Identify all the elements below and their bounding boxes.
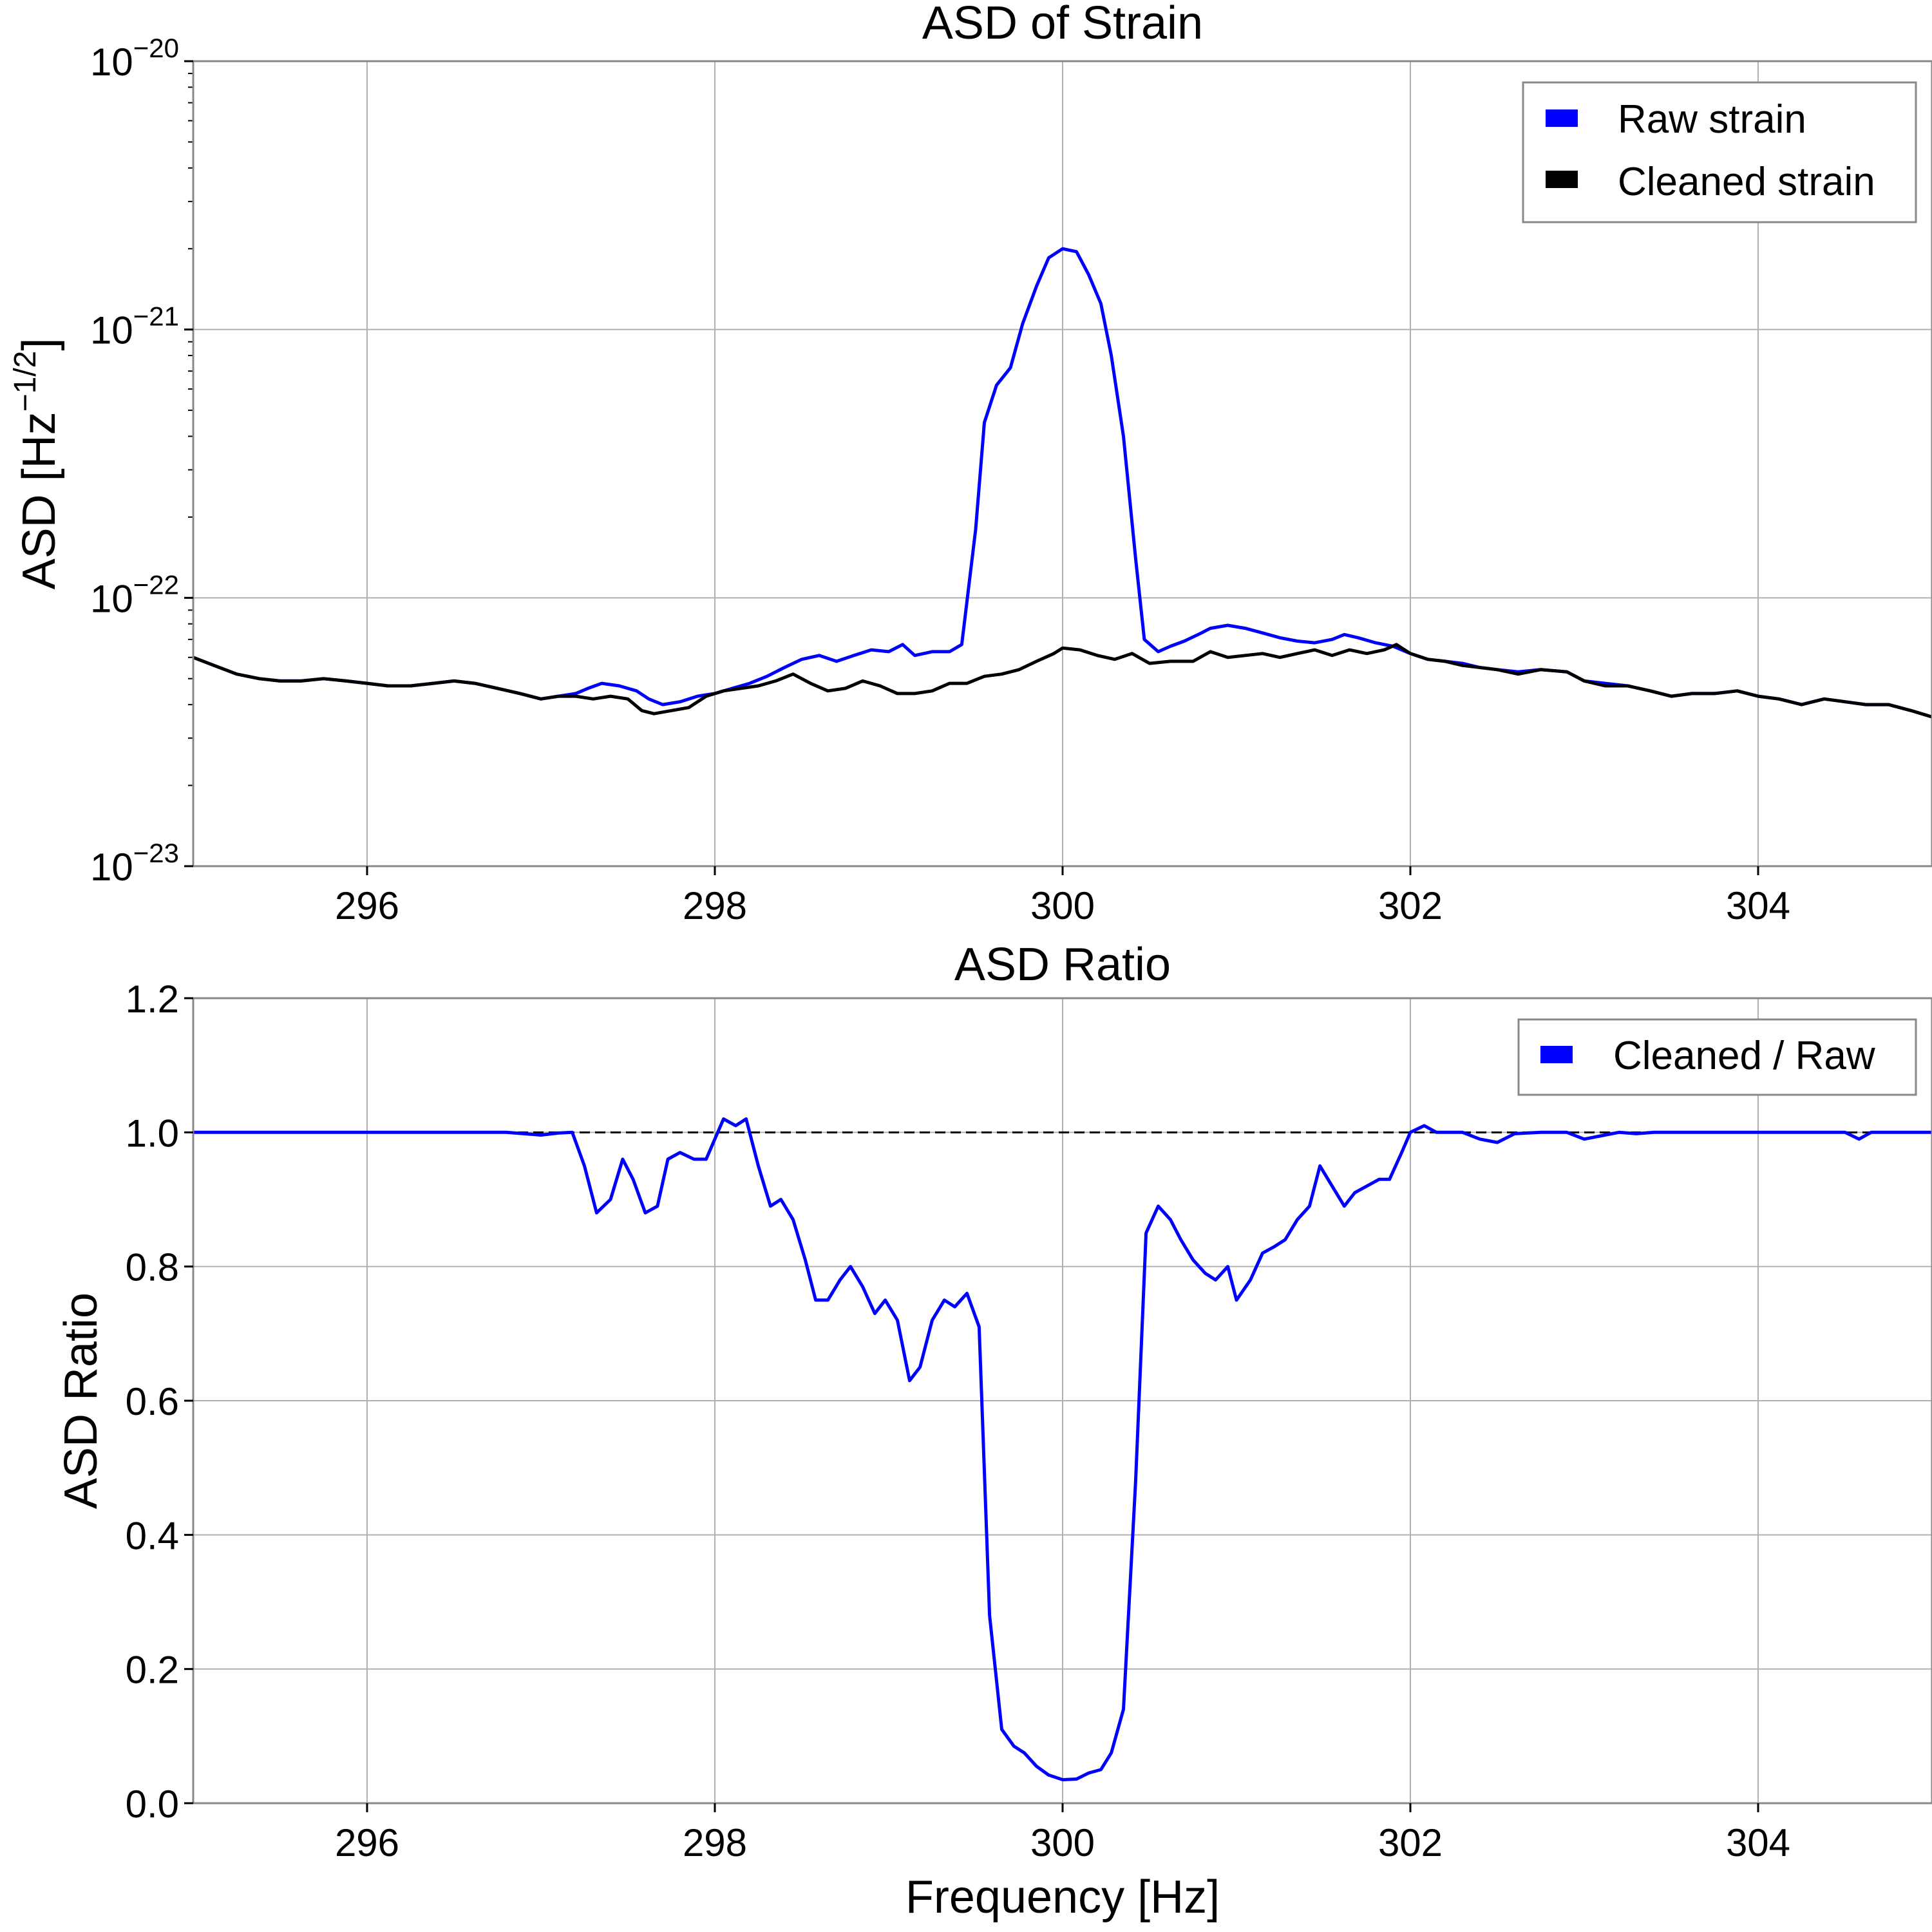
bottom-legend: Cleaned / Raw: [1517, 1018, 1917, 1096]
top-ytick-label: 10−23: [90, 838, 179, 889]
bottom-ytick-label: 0.4: [126, 1514, 179, 1557]
bottom-legend-box: [1517, 1018, 1917, 1096]
bottom-series: [193, 1117, 1932, 1781]
top-ylabel-base: ASD [Hz: [14, 412, 65, 589]
top-series: [193, 247, 1932, 719]
top-xtick-label: 302: [1378, 884, 1443, 927]
top-ytick-label: 10−21: [90, 301, 179, 352]
bottom-xtick-label: 304: [1726, 1821, 1790, 1864]
bottom-xlabel: Frequency [Hz]: [905, 1871, 1220, 1923]
ytick-exponent: −23: [133, 838, 179, 868]
bottom-yticks: 0.0 0.2 0.4 0.6 0.8 1.0 1.2: [126, 978, 193, 1826]
ytick-base: 10: [90, 577, 133, 620]
bottom-xtick-label: 302: [1378, 1821, 1443, 1864]
legend-label-cleaned: Cleaned strain: [1618, 160, 1875, 204]
top-legend: Raw strain Cleaned strain: [1522, 81, 1917, 223]
bottom-ytick-label: 0.8: [126, 1246, 179, 1289]
panel-asd-ratio: ASD Ratio 296 298 300 302 304 0.00.20.40.60.…: [55, 939, 1932, 1923]
legend-label-raw: Raw strain: [1618, 97, 1806, 142]
bottom-xticks: 296 298 300 302 304: [335, 1803, 1790, 1864]
bottom-ytick-label: 0.6: [126, 1380, 179, 1423]
legend-swatch-raw: [1546, 109, 1578, 127]
ytick-exponent: −22: [133, 569, 179, 600]
top-title: ASD of Strain: [922, 0, 1203, 49]
ytick-exponent: −20: [133, 33, 179, 63]
series-line-cleaned-strain: [193, 643, 1932, 719]
top-ylabel-close: ]: [14, 338, 65, 351]
bottom-xtick-label: 296: [335, 1821, 399, 1864]
top-xtick-label: 304: [1726, 884, 1790, 927]
top-xtick-label: 298: [683, 884, 747, 927]
bottom-grid: [193, 998, 1932, 1804]
bottom-xtick-label: 300: [1030, 1821, 1095, 1864]
bottom-ytick-label: 0.2: [126, 1649, 179, 1692]
panel-asd-strain: ASD of Strain 296 298 300 302 304 10−2310−22…: [8, 0, 1932, 927]
top-xticks: 296 298 300 302 304: [335, 866, 1790, 927]
bottom-xtick-label: 298: [683, 1821, 747, 1864]
top-ytick-label: 10−22: [90, 569, 179, 620]
legend-swatch-cleaned: [1546, 171, 1578, 188]
top-ytick-label: 10−20: [90, 33, 179, 84]
top-xtick-label: 300: [1030, 884, 1095, 927]
top-legend-box: [1522, 81, 1917, 223]
legend-label-ratio: Cleaned / Raw: [1613, 1034, 1875, 1078]
bottom-title: ASD Ratio: [954, 939, 1171, 990]
ytick-base: 10: [90, 846, 133, 889]
ytick-base: 10: [90, 309, 133, 352]
bottom-ytick-label: 1.0: [126, 1112, 179, 1155]
top-ylabel-exp: −1/2: [8, 351, 43, 412]
top-ylabel: ASD [Hz−1/2]: [8, 338, 65, 590]
ytick-exponent: −21: [133, 301, 179, 332]
bottom-ytick-label: 0.0: [126, 1783, 179, 1826]
legend-swatch-ratio: [1540, 1046, 1573, 1063]
bottom-ylabel: ASD Ratio: [55, 1293, 107, 1509]
top-xtick-label: 296: [335, 884, 399, 927]
bottom-ytick-label: 1.2: [126, 978, 179, 1021]
series-line-cleaned-raw: [193, 1117, 1932, 1781]
ytick-base: 10: [90, 41, 133, 84]
